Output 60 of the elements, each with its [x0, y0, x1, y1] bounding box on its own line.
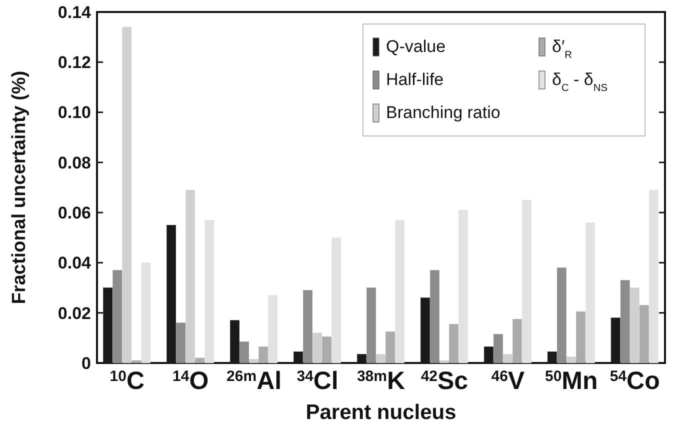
bar	[312, 332, 322, 364]
bar	[141, 262, 151, 364]
bar	[303, 290, 312, 364]
bar	[430, 270, 440, 364]
bar	[576, 311, 586, 364]
legend-label: Q-value	[386, 37, 446, 56]
bar	[322, 336, 332, 364]
y-tick-label: 0.04	[58, 254, 92, 273]
x-tick-label: $^{34}$Cl	[296, 367, 338, 395]
y-tick-label: 0.12	[58, 53, 91, 72]
legend-label: δ$_{C}$ - δ$_{NS}$	[552, 70, 608, 94]
bar	[258, 346, 268, 364]
bar	[639, 305, 649, 364]
bar	[204, 220, 214, 364]
legend-label: Branching ratio	[386, 103, 500, 122]
x-tick-label: $^{42}$Sc	[420, 367, 468, 395]
x-tick-label: $^{10}$C	[110, 367, 145, 395]
bar	[503, 354, 512, 364]
x-axis-title: Parent nucleus	[306, 401, 456, 424]
bar	[556, 268, 566, 364]
bar	[512, 318, 522, 364]
bar	[112, 270, 122, 364]
bar	[332, 237, 341, 364]
x-tick-label: $^{26m}$Al	[226, 367, 282, 395]
y-tick-label: 0.10	[58, 103, 91, 122]
y-tick-label: 0.06	[58, 204, 91, 223]
x-tick-label: $^{54}$Co	[610, 367, 660, 395]
bar	[458, 210, 468, 364]
x-tick-label: $^{14}$O	[172, 367, 209, 395]
x-tick-label: $^{50}$Mn	[544, 367, 598, 395]
bar	[395, 220, 404, 364]
bar	[366, 288, 376, 364]
bar	[122, 26, 132, 364]
bar	[249, 359, 258, 364]
bar	[440, 360, 449, 364]
bar	[132, 360, 142, 364]
y-tick-label: 0	[82, 354, 91, 373]
y-tick-label: 0.14	[58, 2, 92, 22]
bar	[648, 190, 658, 364]
x-tick-label: $^{38m}$K	[356, 367, 406, 395]
bar	[240, 342, 249, 364]
x-tick-label: $^{46}$V	[491, 367, 525, 395]
bar	[522, 200, 532, 364]
legend-label: δ′$_{R}$	[552, 37, 572, 60]
bar	[386, 332, 395, 364]
bar	[195, 358, 205, 364]
bar	[586, 222, 595, 364]
bar	[620, 280, 630, 364]
y-axis-title: Fractional uncertainty (%)	[9, 70, 30, 304]
bar	[376, 354, 386, 364]
bar	[176, 322, 186, 364]
y-tick-label: 0.02	[58, 304, 91, 323]
bar	[186, 190, 196, 364]
bar	[494, 334, 503, 364]
bar	[566, 356, 576, 364]
bar	[449, 324, 458, 364]
bar	[268, 295, 278, 364]
bar	[630, 288, 640, 364]
y-tick-label: 0.08	[58, 153, 91, 172]
legend-label: Half-life	[386, 70, 444, 89]
